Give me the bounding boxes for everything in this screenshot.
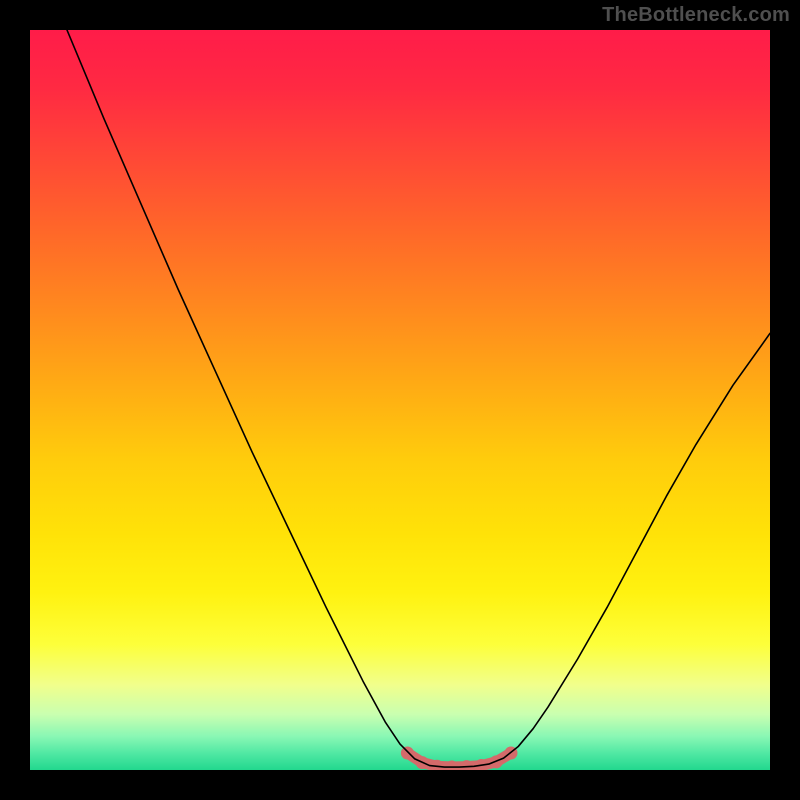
- watermark-text: TheBottleneck.com: [602, 4, 790, 27]
- chart-background: [30, 30, 770, 770]
- optimal-range-marker: [401, 746, 414, 759]
- chart-container: TheBottleneck.com: [0, 0, 800, 800]
- plot-area: [30, 30, 770, 770]
- plot-svg: [30, 30, 770, 770]
